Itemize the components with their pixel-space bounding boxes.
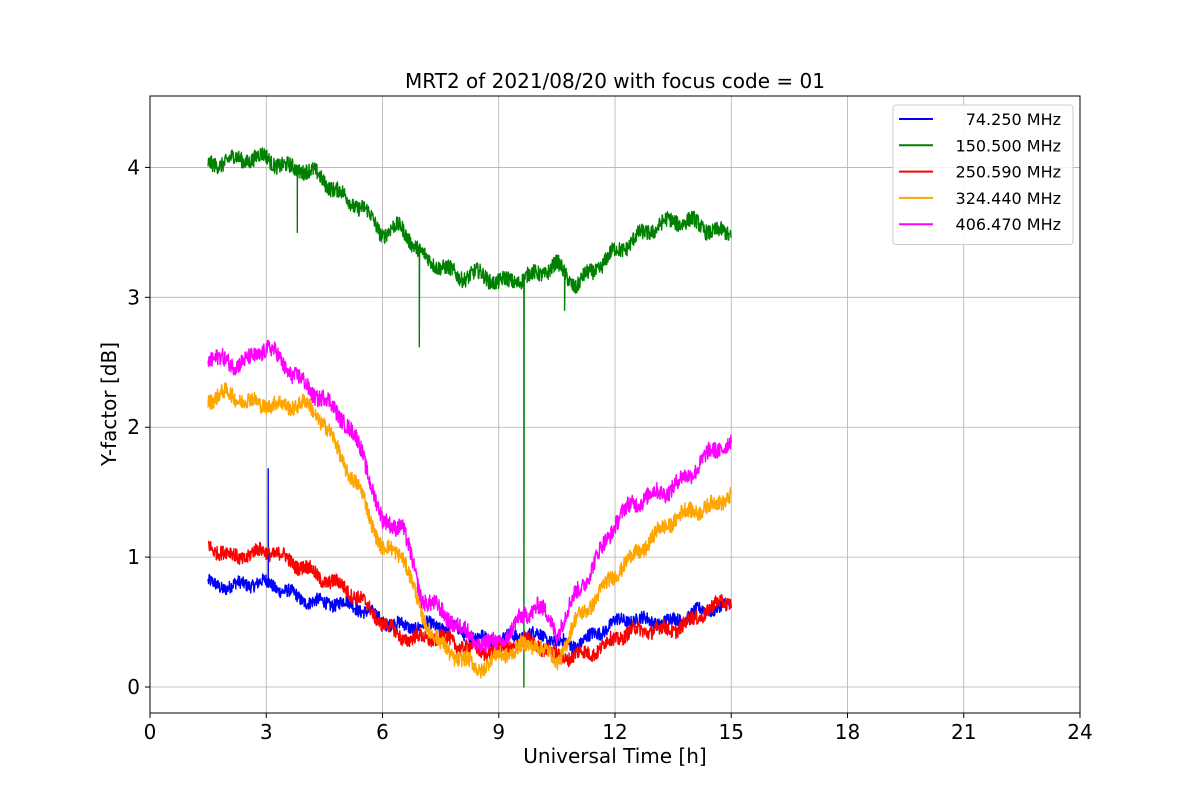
legend: 74.250 MHz 150.500 MHz 250.590 MHz 324.440 … — [892, 104, 1074, 245]
y-tick-label: 3 — [127, 285, 140, 309]
y-tick-label: 2 — [127, 415, 140, 439]
x-tick-label: 24 — [1067, 720, 1092, 744]
x-tick-label: 3 — [260, 720, 273, 744]
series-line-3 — [207, 382, 732, 679]
x-tick-label: 12 — [602, 720, 627, 744]
x-tick-label: 21 — [951, 720, 976, 744]
x-tick-label: 6 — [376, 720, 389, 744]
x-tick-label: 18 — [835, 720, 860, 744]
series-line-1 — [207, 147, 732, 688]
legend-label: 250.590 MHz — [956, 163, 1061, 182]
legend-label: 324.440 MHz — [956, 189, 1061, 208]
x-axis-label: Universal Time [h] — [523, 744, 706, 768]
series-layer — [207, 147, 732, 688]
legend-label: 406.470 MHz — [956, 215, 1061, 234]
y-axis-label: Y-factor [dB] — [97, 342, 121, 467]
legend-label: 150.500 MHz — [956, 136, 1061, 155]
x-tick-label: 9 — [492, 720, 505, 744]
x-tick-label: 15 — [719, 720, 744, 744]
series-line-2 — [207, 540, 732, 668]
series-line-4 — [207, 339, 732, 653]
y-tick-label: 4 — [127, 155, 140, 179]
legend-box — [892, 104, 1074, 245]
chart-title: MRT2 of 2021/08/20 with focus code = 01 — [405, 69, 825, 93]
y-tick-label: 0 — [127, 675, 140, 699]
x-tick-label: 0 — [144, 720, 157, 744]
legend-label: 74.250 MHz — [966, 110, 1061, 129]
y-tick-label: 1 — [127, 545, 140, 569]
